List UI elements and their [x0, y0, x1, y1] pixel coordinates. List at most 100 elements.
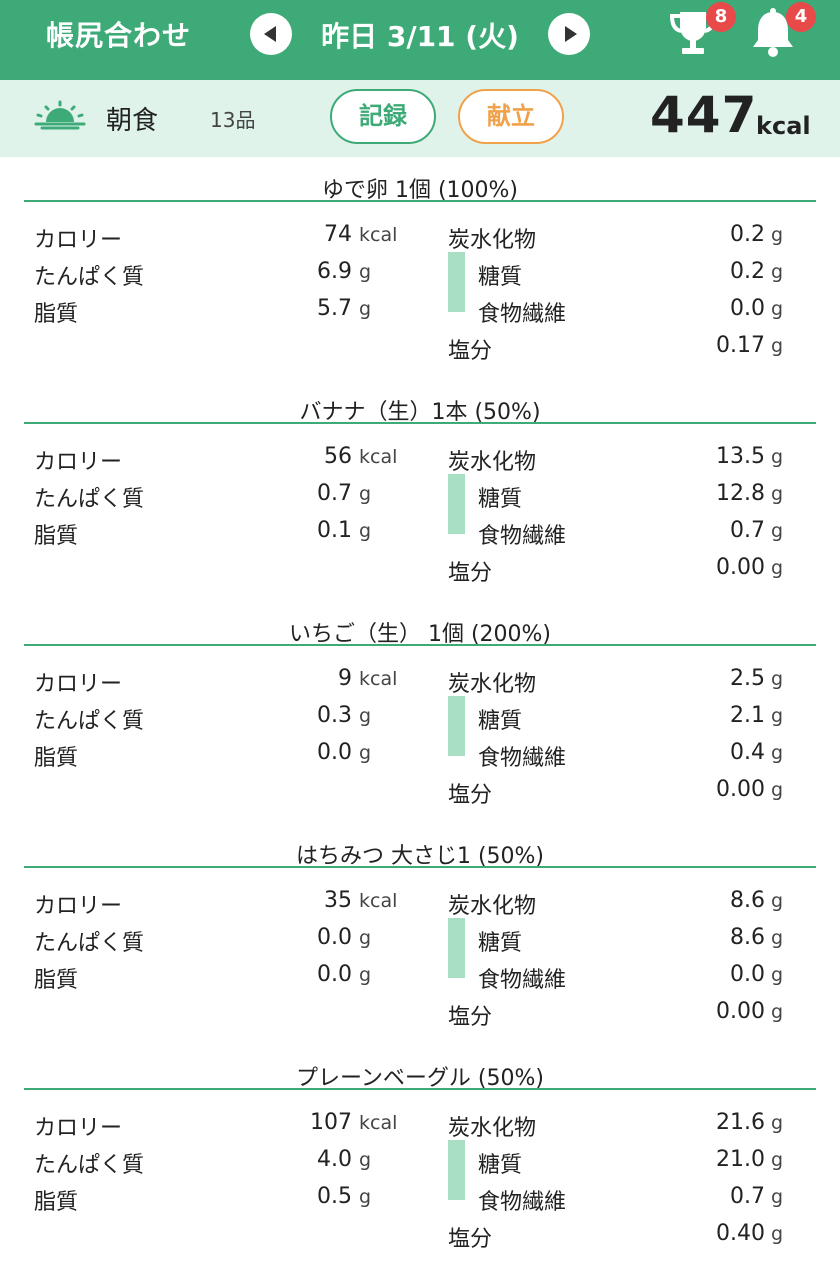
- fiber-label: 食物繊維: [478, 1190, 567, 1215]
- fiber-value: 0.7: [730, 1184, 765, 1209]
- calorie-value: 74: [324, 222, 352, 247]
- salt-label: 塩分: [448, 561, 493, 586]
- protein-unit: g: [359, 927, 372, 949]
- fiber-label: 食物繊維: [478, 524, 567, 549]
- carbs-value: 0.2: [730, 222, 765, 247]
- fiber-value: 0.0: [730, 962, 765, 987]
- carbs-unit: g: [771, 446, 784, 468]
- salt-label: 塩分: [448, 783, 493, 808]
- sugar-unit: g: [771, 261, 784, 283]
- calorie-unit: kcal: [359, 1112, 398, 1134]
- app-header: 帳尻合わせ 昨日 3/11 (火) 8 4: [0, 0, 840, 80]
- protein-unit: g: [359, 1149, 372, 1171]
- previous-day-button[interactable]: [250, 13, 292, 55]
- sugar-unit: g: [771, 483, 784, 505]
- calorie-value: 9: [338, 666, 352, 691]
- notification-count-badge: 4: [786, 2, 816, 32]
- fat-value: 0.5: [317, 1184, 352, 1209]
- salt-label: 塩分: [448, 1005, 493, 1030]
- food-item[interactable]: バナナ（生）1本 (50%) カロリー 56 kcal たんぱく質 0.7 g 脂質 0.1 g 炭…: [0, 394, 840, 604]
- carbs-breakdown-bar: [448, 1140, 465, 1200]
- sugar-value: 21.0: [716, 1147, 765, 1172]
- menu-button[interactable]: 献立: [458, 89, 564, 144]
- fiber-label: 食物繊維: [478, 746, 567, 771]
- sugar-label: 糖質: [478, 709, 523, 734]
- salt-value: 0.00: [716, 555, 765, 580]
- calorie-label: カロリー: [34, 450, 123, 475]
- calorie-value: 107: [310, 1110, 352, 1135]
- sugar-label: 糖質: [478, 487, 523, 512]
- salt-unit: g: [771, 557, 784, 579]
- protein-label: たんぱく質: [34, 931, 145, 956]
- calorie-unit: kcal: [359, 668, 398, 690]
- fiber-value: 0.4: [730, 740, 765, 765]
- sugar-unit: g: [771, 705, 784, 727]
- food-item[interactable]: いちご（生） 1個 (200%) カロリー 9 kcal たんぱく質 0.3 g 脂質 0.0 g…: [0, 616, 840, 826]
- carbs-unit: g: [771, 668, 784, 690]
- salt-unit: g: [771, 1001, 784, 1023]
- fat-unit: g: [359, 520, 372, 542]
- sugar-value: 12.8: [716, 481, 765, 506]
- food-item[interactable]: ゆで卵 1個 (100%) カロリー 74 kcal たんぱく質 6.9 g 脂質 5.7 g 炭水…: [0, 172, 840, 382]
- calorie-unit: kcal: [359, 224, 398, 246]
- fat-label: 脂質: [34, 746, 79, 771]
- carbs-label: 炭水化物: [448, 1116, 537, 1141]
- protein-label: たんぱく質: [34, 709, 145, 734]
- carbs-breakdown-bar: [448, 696, 465, 756]
- protein-label: たんぱく質: [34, 487, 145, 512]
- carbs-unit: g: [771, 890, 784, 912]
- fat-unit: g: [359, 298, 372, 320]
- item-count: 13品: [210, 108, 256, 132]
- sugar-value: 2.1: [730, 703, 765, 728]
- sugar-unit: g: [771, 1149, 784, 1171]
- salt-label: 塩分: [448, 339, 493, 364]
- next-day-button[interactable]: [548, 13, 590, 55]
- fiber-label: 食物繊維: [478, 968, 567, 993]
- sugar-label: 糖質: [478, 931, 523, 956]
- carbs-label: 炭水化物: [448, 450, 537, 475]
- app-title: 帳尻合わせ: [46, 19, 192, 52]
- sugar-value: 0.2: [730, 259, 765, 284]
- fiber-unit: g: [771, 298, 784, 320]
- fat-value: 0.0: [317, 740, 352, 765]
- carbs-label: 炭水化物: [448, 672, 537, 697]
- protein-unit: g: [359, 705, 372, 727]
- food-item[interactable]: はちみつ 大さじ1 (50%) カロリー 35 kcal たんぱく質 0.0 g 脂質 0.0 g…: [0, 838, 840, 1048]
- carbs-value: 2.5: [730, 666, 765, 691]
- sunrise-icon: [34, 100, 86, 130]
- salt-value: 0.17: [716, 333, 765, 358]
- protein-unit: g: [359, 261, 372, 283]
- fat-unit: g: [359, 742, 372, 764]
- carbs-value: 8.6: [730, 888, 765, 913]
- salt-value: 0.40: [716, 1221, 765, 1246]
- salt-label: 塩分: [448, 1227, 493, 1252]
- arrow-left-icon: [263, 26, 276, 42]
- bell-icon[interactable]: [748, 6, 798, 60]
- carbs-unit: g: [771, 224, 784, 246]
- total-calories-unit: kcal: [756, 112, 811, 140]
- date-label: 昨日 3/11 (火): [321, 20, 519, 53]
- calorie-value: 56: [324, 444, 352, 469]
- food-title: バナナ（生）1本 (50%): [299, 400, 541, 425]
- protein-value: 4.0: [317, 1147, 352, 1172]
- trophy-count-badge: 8: [706, 2, 736, 32]
- fat-value: 0.1: [317, 518, 352, 543]
- fat-unit: g: [359, 1186, 372, 1208]
- record-button[interactable]: 記録: [330, 89, 436, 144]
- carbs-unit: g: [771, 1112, 784, 1134]
- carbs-breakdown-bar: [448, 474, 465, 534]
- sugar-label: 糖質: [478, 1153, 523, 1178]
- food-divider: [24, 200, 816, 202]
- food-divider: [24, 866, 816, 868]
- fat-value: 0.0: [317, 962, 352, 987]
- calorie-unit: kcal: [359, 446, 398, 468]
- protein-value: 0.7: [317, 481, 352, 506]
- calorie-label: カロリー: [34, 1116, 123, 1141]
- salt-value: 0.00: [716, 999, 765, 1024]
- food-title: プレーンベーグル (50%): [296, 1066, 544, 1091]
- salt-value: 0.00: [716, 777, 765, 802]
- arrow-right-icon: [564, 26, 577, 42]
- fat-value: 5.7: [317, 296, 352, 321]
- food-item[interactable]: プレーンベーグル (50%) カロリー 107 kcal たんぱく質 4.0 g 脂質 0.5 g…: [0, 1060, 840, 1270]
- food-title: いちご（生） 1個 (200%): [288, 622, 552, 647]
